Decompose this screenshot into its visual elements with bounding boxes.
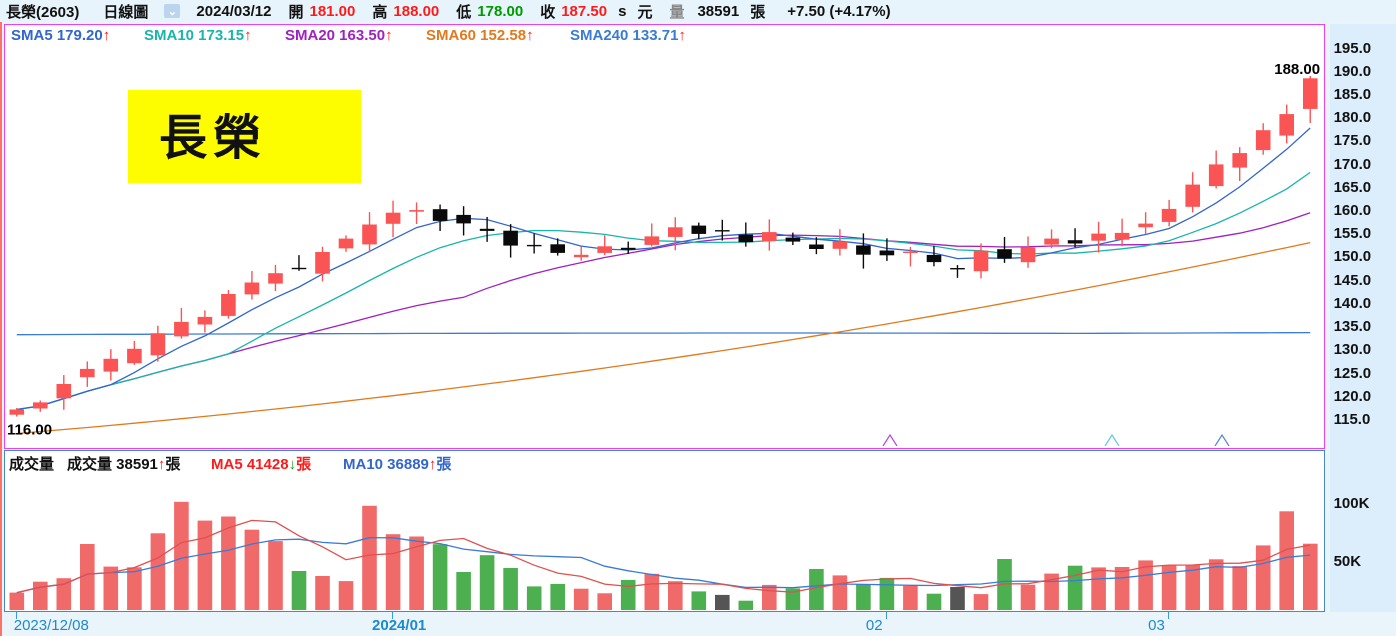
svg-text:188.00: 188.00 <box>1274 61 1320 78</box>
svg-text:116.00: 116.00 <box>7 422 52 439</box>
